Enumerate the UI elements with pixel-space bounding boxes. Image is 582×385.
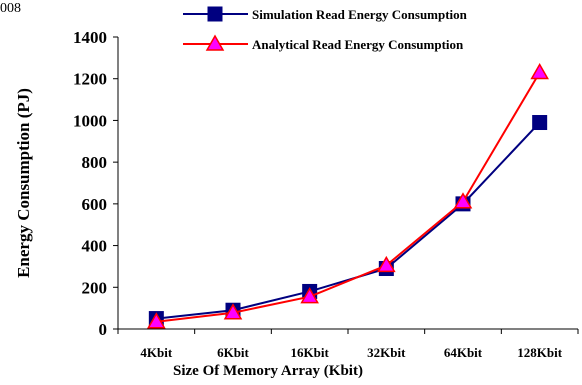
data-point bbox=[532, 115, 548, 131]
legend: Simulation Read Energy Consumption Analyt… bbox=[183, 6, 468, 52]
axes: 0 200 400 600 800 1000 1200 1400 4Kbit 6Kbit 16Kbi… bbox=[73, 28, 579, 360]
legend-marker bbox=[207, 6, 223, 22]
y-tick-label: 1200 bbox=[73, 70, 107, 89]
y-axis-label: Energy Consumption (PJ) bbox=[14, 88, 33, 278]
y-tick-label: 400 bbox=[82, 237, 108, 256]
legend-label: Analytical Read Energy Consumption bbox=[252, 37, 464, 52]
corner-text: 008 bbox=[0, 1, 21, 16]
legend-marker bbox=[205, 34, 225, 51]
y-tick-label: 800 bbox=[82, 153, 108, 172]
legend-item: Analytical Read Energy Consumption bbox=[183, 34, 464, 52]
x-axis-label: Size Of Memory Array (Kbit) bbox=[173, 363, 363, 379]
x-tick-label: 4Kbit bbox=[140, 345, 172, 360]
data-point bbox=[223, 303, 243, 320]
data-point bbox=[530, 62, 549, 80]
series-2 bbox=[147, 62, 549, 329]
data-point bbox=[453, 192, 473, 209]
x-tick-label: 6Kbit bbox=[217, 345, 249, 360]
y-tick-label: 1400 bbox=[73, 28, 107, 47]
x-tick-label: 16Kbit bbox=[291, 345, 330, 360]
y-tick-label: 600 bbox=[82, 195, 108, 214]
legend-label: Simulation Read Energy Consumption bbox=[252, 7, 468, 22]
x-tick-label: 64Kbit bbox=[444, 345, 483, 360]
data-point bbox=[147, 312, 166, 329]
y-tick-label: 1000 bbox=[73, 111, 107, 130]
y-tick-label: 0 bbox=[99, 320, 108, 339]
x-tick-label: 32Kbit bbox=[367, 345, 406, 360]
y-tick-label: 200 bbox=[82, 278, 108, 297]
series-1 bbox=[148, 115, 548, 327]
data-point bbox=[300, 287, 319, 304]
data-point bbox=[377, 255, 396, 273]
x-tick-label: 128Kbit bbox=[517, 345, 562, 360]
series-layer bbox=[147, 62, 549, 329]
series-line bbox=[156, 71, 541, 323]
series-line bbox=[156, 121, 541, 320]
legend-item: Simulation Read Energy Consumption bbox=[183, 6, 468, 22]
